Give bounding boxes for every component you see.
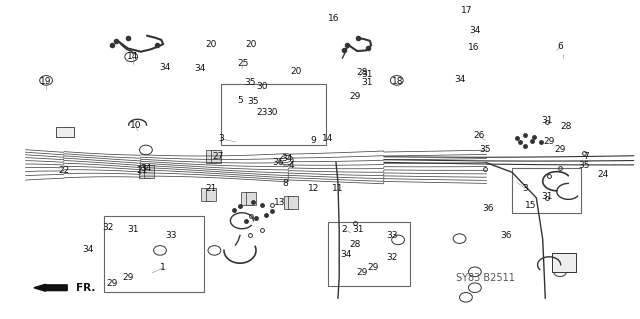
Text: 3: 3 bbox=[218, 134, 223, 143]
Text: 34: 34 bbox=[281, 154, 292, 163]
Text: 14: 14 bbox=[127, 52, 139, 61]
Bar bbox=[221, 84, 326, 145]
Bar bbox=[552, 253, 576, 272]
Text: 28: 28 bbox=[349, 241, 361, 249]
Text: 28: 28 bbox=[561, 122, 572, 131]
Text: 36: 36 bbox=[500, 231, 511, 240]
Text: 28: 28 bbox=[356, 68, 367, 77]
Text: 31: 31 bbox=[541, 116, 553, 125]
Text: 29: 29 bbox=[122, 273, 134, 282]
Bar bbox=[241, 192, 252, 205]
Bar bbox=[206, 188, 216, 201]
Text: 11: 11 bbox=[332, 184, 343, 193]
Text: 30: 30 bbox=[257, 82, 268, 91]
Text: 34: 34 bbox=[469, 26, 481, 35]
Text: 24: 24 bbox=[597, 170, 609, 179]
Text: 17: 17 bbox=[461, 6, 473, 15]
Text: 22: 22 bbox=[58, 166, 70, 175]
Text: 8: 8 bbox=[282, 179, 287, 188]
Text: 33: 33 bbox=[387, 231, 398, 240]
Text: 33: 33 bbox=[166, 231, 177, 240]
Text: 35: 35 bbox=[479, 145, 491, 154]
Text: 20: 20 bbox=[246, 40, 257, 48]
Text: 27: 27 bbox=[212, 152, 223, 161]
Bar bbox=[284, 196, 294, 209]
Text: 4: 4 bbox=[289, 161, 294, 170]
Text: 26: 26 bbox=[473, 131, 484, 140]
Text: 19: 19 bbox=[40, 77, 52, 86]
Bar bbox=[211, 150, 221, 163]
FancyArrow shape bbox=[34, 284, 67, 291]
Text: 31: 31 bbox=[353, 225, 364, 234]
Text: 1: 1 bbox=[161, 263, 166, 272]
Text: 31: 31 bbox=[361, 78, 372, 87]
Bar bbox=[201, 188, 211, 201]
Text: SY83 B2511: SY83 B2511 bbox=[456, 272, 515, 283]
Text: 7: 7 bbox=[583, 152, 588, 161]
Text: 34: 34 bbox=[140, 164, 152, 173]
Text: 32: 32 bbox=[387, 253, 398, 262]
Text: 34: 34 bbox=[194, 64, 205, 73]
Text: 20: 20 bbox=[205, 40, 217, 48]
Text: 16: 16 bbox=[468, 43, 479, 52]
Text: 31: 31 bbox=[361, 70, 372, 78]
Text: 35: 35 bbox=[247, 97, 259, 106]
Text: 29: 29 bbox=[106, 279, 118, 288]
Text: 12: 12 bbox=[308, 184, 319, 193]
Text: 25: 25 bbox=[237, 59, 249, 68]
Text: 18: 18 bbox=[392, 77, 404, 86]
Text: 9: 9 bbox=[311, 136, 316, 145]
Text: 29: 29 bbox=[554, 145, 566, 154]
Bar bbox=[104, 216, 204, 292]
Text: 35: 35 bbox=[244, 78, 255, 87]
Text: 14: 14 bbox=[322, 134, 333, 143]
Text: 34: 34 bbox=[454, 75, 465, 84]
Bar bbox=[206, 150, 216, 163]
Text: 34: 34 bbox=[340, 250, 351, 259]
Text: 34: 34 bbox=[83, 245, 94, 254]
Text: 35: 35 bbox=[578, 161, 589, 170]
Text: 21: 21 bbox=[136, 166, 148, 175]
Text: 34: 34 bbox=[159, 63, 171, 72]
Text: 31: 31 bbox=[127, 225, 139, 234]
Text: 29: 29 bbox=[367, 263, 379, 272]
Text: FR.: FR. bbox=[76, 283, 95, 293]
Text: 6: 6 bbox=[557, 42, 563, 51]
Text: 36: 36 bbox=[273, 158, 284, 167]
Text: 36: 36 bbox=[482, 204, 493, 213]
Bar bbox=[144, 165, 154, 178]
Text: 2: 2 bbox=[342, 225, 347, 234]
Text: 3: 3 bbox=[522, 184, 527, 193]
Text: 30: 30 bbox=[266, 108, 278, 117]
Text: 31: 31 bbox=[541, 192, 553, 201]
Text: 5: 5 bbox=[237, 96, 243, 105]
Text: 29: 29 bbox=[543, 137, 555, 146]
Text: 16: 16 bbox=[328, 14, 340, 23]
Bar bbox=[139, 165, 149, 178]
Text: 13: 13 bbox=[274, 198, 285, 207]
Text: 32: 32 bbox=[102, 223, 113, 232]
Bar bbox=[56, 127, 74, 137]
Bar bbox=[512, 168, 581, 213]
Text: 20: 20 bbox=[291, 67, 302, 76]
Bar bbox=[328, 222, 410, 286]
Bar bbox=[246, 192, 256, 205]
Text: 10: 10 bbox=[130, 121, 141, 130]
Text: 29: 29 bbox=[349, 92, 361, 101]
Text: 21: 21 bbox=[205, 184, 217, 193]
Bar bbox=[288, 196, 298, 209]
Text: 23: 23 bbox=[257, 108, 268, 117]
Text: 15: 15 bbox=[525, 201, 537, 210]
Text: 29: 29 bbox=[356, 268, 367, 277]
